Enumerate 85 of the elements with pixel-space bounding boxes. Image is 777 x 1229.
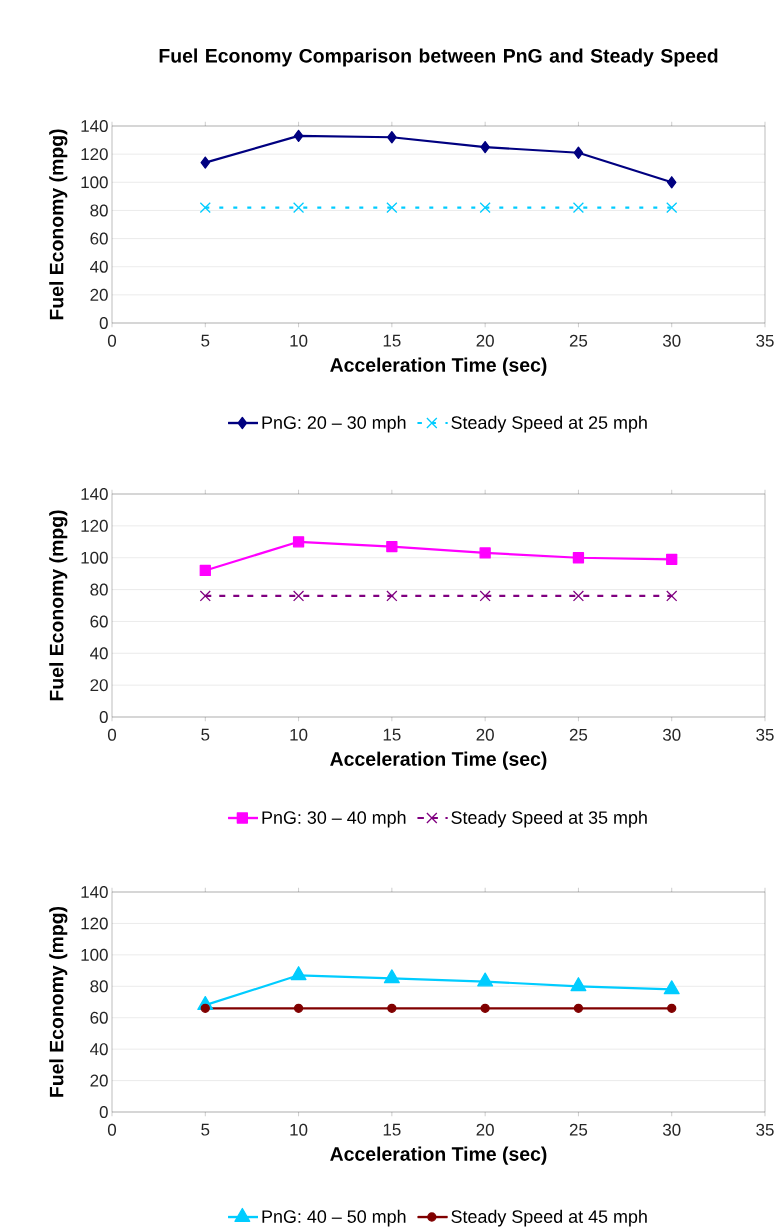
y-tick-label: 0 — [99, 317, 108, 330]
y-tick-label: 140 — [81, 120, 108, 133]
point — [292, 202, 305, 214]
y-tick-label: 40 — [90, 260, 108, 273]
point — [386, 202, 398, 214]
x-tick-label: 0 — [107, 1123, 117, 1136]
x-tick-label: 25 — [569, 334, 588, 347]
y-tick-label: 80 — [90, 980, 108, 993]
y-tick-label: 20 — [90, 679, 108, 692]
point — [666, 176, 677, 189]
x-tick-label: 10 — [290, 334, 308, 347]
x-tick-label: 5 — [201, 334, 210, 347]
x-tick-label: 15 — [383, 1123, 401, 1136]
point — [479, 547, 491, 559]
y-tick-label: 40 — [90, 647, 108, 660]
point — [292, 536, 305, 548]
x-axis-title: Acceleration Time (sec) — [330, 751, 547, 770]
x-tick-label: 0 — [107, 728, 117, 741]
x-axis-title: Acceleration Time (sec) — [330, 1146, 547, 1165]
point — [479, 590, 491, 602]
y-tick-label: 20 — [90, 288, 108, 301]
x-tick-label: 20 — [476, 334, 494, 347]
y-tick-label: 120 — [81, 917, 108, 930]
y-axis-title: Fuel Economy (mpg) — [49, 510, 68, 701]
y-tick-label: 80 — [90, 204, 108, 217]
y-tick-label: 60 — [90, 232, 108, 245]
x-tick-label: 10 — [290, 1123, 308, 1136]
x-tick-label: 30 — [662, 728, 681, 741]
y-tick-label: 60 — [90, 1011, 108, 1024]
point — [199, 202, 211, 214]
x-tick-label: 20 — [476, 728, 494, 741]
y-tick-label: 100 — [81, 176, 108, 189]
point — [573, 146, 584, 159]
point — [199, 564, 211, 577]
point — [386, 540, 398, 553]
legend-label: PnG: 30 – 40 mph — [262, 810, 406, 828]
y-tick-label: 120 — [81, 148, 108, 161]
y-tick-label: 140 — [81, 886, 108, 899]
x-tick-label: 25 — [569, 728, 588, 741]
legend-label: PnG: 40 – 50 mph — [262, 1209, 406, 1227]
x-tick-label: 20 — [476, 1123, 494, 1136]
y-tick-label: 140 — [81, 488, 108, 501]
x-axis-title: Acceleration Time (sec) — [330, 357, 547, 376]
x-tick-label: 25 — [569, 1123, 588, 1136]
legend-label: Steady Speed at 35 mph — [451, 810, 647, 828]
point — [387, 131, 397, 144]
x-tick-label: 30 — [662, 1123, 681, 1136]
point — [666, 553, 678, 565]
point — [480, 140, 490, 154]
point — [572, 552, 585, 564]
legend-label: Steady Speed at 25 mph — [451, 415, 647, 433]
y-tick-label: 100 — [81, 948, 108, 961]
y-tick-label: 20 — [90, 1074, 108, 1087]
point — [479, 202, 491, 214]
x-tick-label: 15 — [383, 728, 401, 741]
y-tick-label: 100 — [81, 551, 108, 564]
x-tick-label: 0 — [107, 334, 117, 347]
legend-label: PnG: 20 – 30 mph — [262, 415, 406, 433]
point — [200, 156, 211, 169]
y-tick-label: 0 — [99, 1106, 108, 1119]
x-tick-label: 10 — [290, 728, 308, 741]
chart-title: Fuel Economy Comparison between PnG and Steady Speed — [159, 48, 718, 67]
point — [199, 590, 211, 602]
point — [572, 202, 585, 214]
point — [572, 590, 585, 602]
x-tick-label: 5 — [201, 1123, 210, 1136]
y-tick-label: 80 — [90, 583, 108, 596]
y-axis-title: Fuel Economy (mpg) — [49, 906, 68, 1097]
y-tick-label: 120 — [81, 519, 108, 532]
point — [293, 129, 304, 143]
x-tick-label: 30 — [662, 334, 681, 347]
point — [666, 590, 678, 602]
x-tick-label: 35 — [756, 728, 774, 741]
point — [386, 590, 398, 602]
x-tick-label: 35 — [756, 1123, 774, 1136]
x-tick-label: 35 — [756, 334, 774, 347]
y-tick-label: 60 — [90, 615, 108, 628]
x-tick-label: 15 — [383, 334, 401, 347]
y-tick-label: 0 — [99, 711, 108, 724]
x-tick-label: 5 — [201, 728, 210, 741]
point — [666, 202, 678, 214]
legend-label: Steady Speed at 45 mph — [451, 1209, 647, 1227]
y-tick-label: 40 — [90, 1043, 108, 1056]
y-axis-title: Fuel Economy (mpg) — [49, 129, 68, 320]
point — [292, 590, 305, 602]
